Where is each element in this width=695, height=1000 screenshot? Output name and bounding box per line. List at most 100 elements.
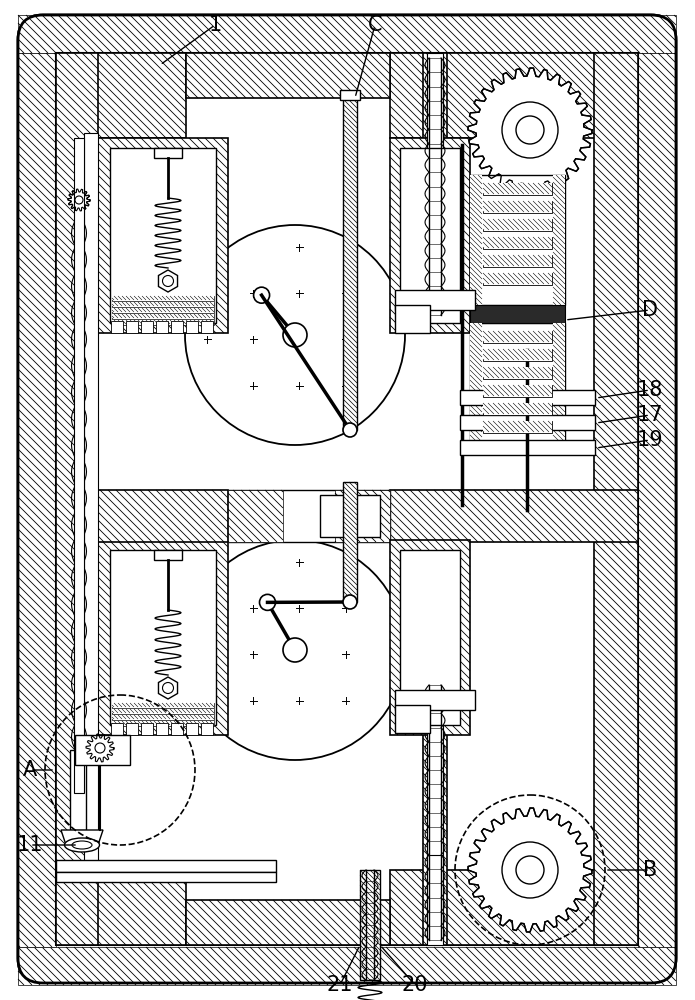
Circle shape	[516, 116, 544, 144]
Bar	[18, 15, 676, 53]
Bar	[638, 53, 676, 947]
Circle shape	[502, 842, 558, 898]
Bar	[553, 175, 565, 305]
Bar	[156, 723, 168, 735]
Bar	[423, 680, 447, 945]
Bar	[390, 870, 638, 945]
Bar	[483, 331, 552, 343]
Bar	[228, 490, 283, 542]
Bar	[112, 715, 214, 720]
Bar	[483, 201, 552, 213]
Bar	[18, 947, 676, 985]
Bar	[112, 709, 214, 714]
Polygon shape	[468, 808, 592, 932]
Bar	[56, 53, 98, 945]
Bar	[483, 367, 552, 378]
Bar	[483, 255, 552, 266]
Bar	[112, 302, 214, 306]
Bar	[470, 305, 565, 323]
Bar	[470, 175, 565, 305]
Bar	[201, 321, 213, 333]
Bar	[483, 219, 552, 230]
Polygon shape	[468, 68, 592, 192]
Bar	[70, 750, 86, 830]
Polygon shape	[86, 734, 114, 762]
Bar	[56, 53, 98, 773]
Bar	[483, 421, 552, 433]
Bar	[126, 723, 138, 735]
Bar	[400, 148, 460, 323]
Circle shape	[259, 594, 275, 610]
Bar	[56, 870, 186, 945]
Bar	[483, 201, 552, 212]
Circle shape	[185, 540, 405, 760]
Bar	[483, 385, 552, 397]
Bar	[470, 323, 482, 453]
Bar	[186, 900, 390, 945]
Bar	[112, 320, 214, 325]
Bar	[483, 403, 552, 414]
Bar	[186, 53, 390, 98]
Bar	[483, 331, 552, 342]
Bar	[112, 302, 214, 307]
Bar	[186, 723, 198, 735]
Circle shape	[163, 682, 174, 694]
Bar	[111, 321, 123, 333]
Bar	[156, 321, 168, 333]
Bar	[340, 90, 360, 100]
Circle shape	[343, 423, 357, 437]
Bar	[112, 308, 214, 312]
Bar	[112, 296, 214, 300]
Bar	[460, 390, 595, 405]
Text: 1: 1	[208, 15, 222, 35]
Circle shape	[254, 287, 270, 303]
Bar	[126, 321, 138, 333]
Bar	[110, 550, 216, 725]
Text: 19: 19	[637, 430, 663, 450]
Ellipse shape	[72, 841, 92, 849]
Bar	[335, 490, 390, 542]
Bar	[483, 273, 552, 284]
Bar	[112, 709, 214, 713]
Bar	[171, 723, 183, 735]
Bar	[112, 296, 214, 301]
Polygon shape	[68, 189, 90, 211]
Bar	[112, 721, 214, 725]
Bar	[112, 721, 214, 726]
Bar	[470, 175, 482, 305]
Bar	[483, 403, 552, 415]
Text: 11: 11	[17, 835, 43, 855]
Bar	[483, 367, 552, 379]
Bar	[320, 495, 380, 537]
Bar	[423, 53, 447, 320]
Bar	[56, 53, 186, 138]
Bar	[390, 53, 638, 138]
Text: D: D	[642, 300, 658, 320]
Polygon shape	[61, 830, 103, 845]
Bar	[400, 550, 460, 725]
Bar	[141, 723, 153, 735]
Bar	[112, 703, 214, 708]
Bar	[483, 183, 552, 194]
Circle shape	[185, 225, 405, 445]
Bar	[201, 723, 213, 735]
Bar	[460, 415, 595, 430]
Bar	[84, 133, 98, 865]
Bar	[56, 872, 276, 882]
Bar	[483, 385, 552, 396]
Bar	[154, 550, 182, 560]
Circle shape	[283, 323, 307, 347]
Bar	[483, 219, 552, 231]
Bar	[112, 715, 214, 719]
Bar	[483, 349, 552, 360]
Bar	[98, 490, 228, 542]
Bar	[112, 314, 214, 318]
Text: 21: 21	[327, 975, 353, 995]
Bar	[395, 705, 430, 733]
Bar	[18, 53, 56, 947]
Bar	[343, 98, 357, 430]
Bar	[141, 321, 153, 333]
Bar	[483, 349, 552, 361]
Polygon shape	[158, 270, 177, 292]
Bar	[75, 735, 130, 765]
